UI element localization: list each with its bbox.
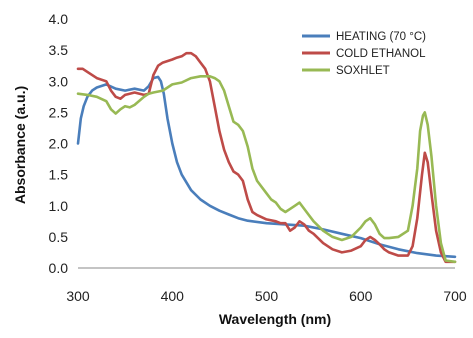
x-tick-label: 600 xyxy=(349,288,373,304)
series-lines xyxy=(76,51,457,264)
y-tick-label: 0.0 xyxy=(49,260,69,276)
y-tick-label: 1.0 xyxy=(49,198,69,214)
y-tick-label: 4.0 xyxy=(49,11,69,27)
legend-label-2: COLD ETHANOL xyxy=(336,48,426,60)
x-tick-label: 400 xyxy=(161,288,185,304)
legend-label-3: SOXHLET xyxy=(336,65,390,77)
legend: HEATING (70 °C) COLD ETHANOL SOXHLET xyxy=(302,31,426,77)
y-tick-labels: 0.0 0.5 1.0 1.5 2.0 2.5 3.0 3.5 4.0 xyxy=(49,11,69,276)
y-tick-label: 3.5 xyxy=(49,42,69,58)
y-tick-label: 1.5 xyxy=(49,167,69,183)
series-line-2 xyxy=(76,51,457,264)
x-axis-title: Wavelength (nm) xyxy=(219,311,331,327)
y-axis-title: Absorbance (a.u.) xyxy=(12,86,28,204)
legend-label-1: HEATING (70 °C) xyxy=(336,31,426,43)
y-tick-label: 0.5 xyxy=(49,229,69,245)
x-tick-labels: 300 400 500 600 700 xyxy=(66,288,467,304)
y-tick-label: 2.5 xyxy=(49,104,69,120)
x-tick-label: 500 xyxy=(255,288,279,304)
y-tick-label: 3.0 xyxy=(49,73,69,89)
series-line-3 xyxy=(76,75,457,264)
x-tick-label: 700 xyxy=(443,288,467,304)
y-tick-label: 2.0 xyxy=(49,136,69,152)
x-tick-label: 300 xyxy=(66,288,90,304)
